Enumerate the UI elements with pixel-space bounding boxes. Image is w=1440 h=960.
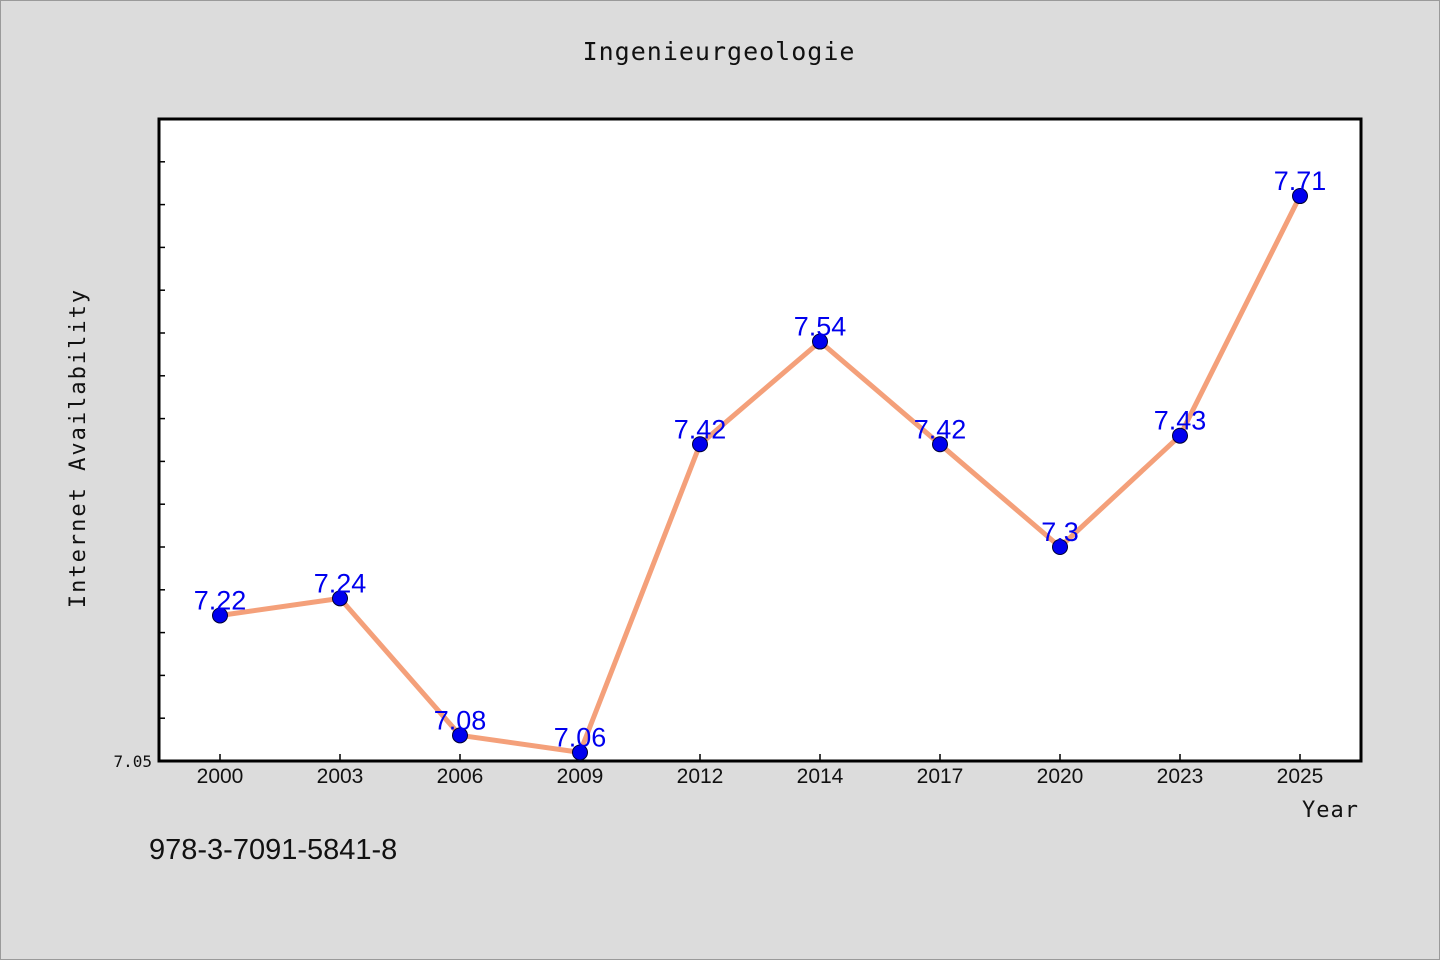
data-point: [332, 590, 348, 607]
x-tick-label: 2020: [1037, 765, 1084, 788]
series-line: [217, 193, 1303, 755]
data-label: 7.54: [794, 312, 847, 342]
data-labels: 7.22 7.24 7.08 7.06 7.42 7.54 7.42 7.3 7.43 7.71: [194, 166, 1327, 752]
series-1: [212, 188, 1308, 761]
x-tick-label: 2009: [557, 765, 604, 788]
x-tick-label: 2023: [1157, 765, 1204, 788]
data-label: 7.42: [914, 414, 967, 444]
x-tick-label: 2014: [797, 765, 844, 788]
data-point: [452, 727, 468, 744]
data-point: [1292, 188, 1308, 205]
x-tick-label: 2003: [317, 765, 364, 788]
data-point: [812, 333, 828, 350]
data-label: 7.08: [434, 705, 487, 735]
data-point: [1172, 427, 1188, 444]
data-label: 7.22: [194, 585, 247, 615]
data-label: 7.71: [1274, 166, 1327, 196]
data-label: 7.06: [554, 722, 607, 752]
x-axis-label: Year: [1302, 798, 1359, 823]
y-tick-label: 7.05: [113, 752, 152, 771]
chart-title: Ingenieurgeologie: [583, 37, 856, 66]
y-axis-label: Internet Availability: [66, 288, 91, 608]
data-label: 7.24: [314, 568, 367, 598]
x-tick-label: 2012: [677, 765, 724, 788]
data-label: 7.3: [1041, 517, 1079, 547]
x-tick-label: 2017: [917, 765, 964, 788]
data-point: [572, 744, 588, 761]
x-axis-tick-labels: 2000 2003 2006 2009 2012 2014 2017 2020 2023 2025: [197, 765, 1324, 788]
plot-area: [157, 117, 1363, 763]
x-tick-label: 2025: [1277, 765, 1324, 788]
data-label: 7.43: [1154, 406, 1207, 436]
data-point: [692, 436, 708, 453]
y-axis-ticks: [159, 161, 165, 762]
data-label: 7.42: [674, 414, 727, 444]
data-point: [932, 436, 948, 453]
x-tick-label: 2000: [197, 765, 244, 788]
x-tick-label: 2006: [437, 765, 484, 788]
data-point: [212, 607, 228, 624]
isbn-footer: 978-3-7091-5841-8: [149, 834, 398, 866]
data-point: [1052, 539, 1068, 555]
